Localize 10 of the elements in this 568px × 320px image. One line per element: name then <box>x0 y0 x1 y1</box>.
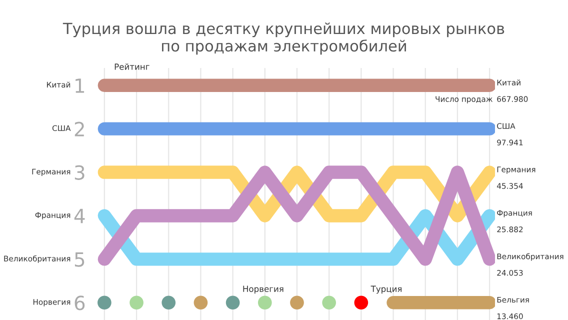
y-tick-label: 1 <box>76 78 84 93</box>
y-axis-title: Рейтинг <box>114 63 150 70</box>
y-tick-label: 3 <box>74 165 84 180</box>
chart-title: Турция вошла в десятку крупнейших мировых рынков по продажам электромобилей <box>62 22 504 55</box>
y-tick-label: 5 <box>74 252 84 267</box>
y-tick-label: 6 <box>74 296 85 310</box>
series-label: Турция <box>370 286 402 294</box>
y-tick-label: 2 <box>74 122 84 136</box>
y-tick-label: 4 <box>74 208 85 224</box>
series-label: Норвегия <box>243 286 284 294</box>
